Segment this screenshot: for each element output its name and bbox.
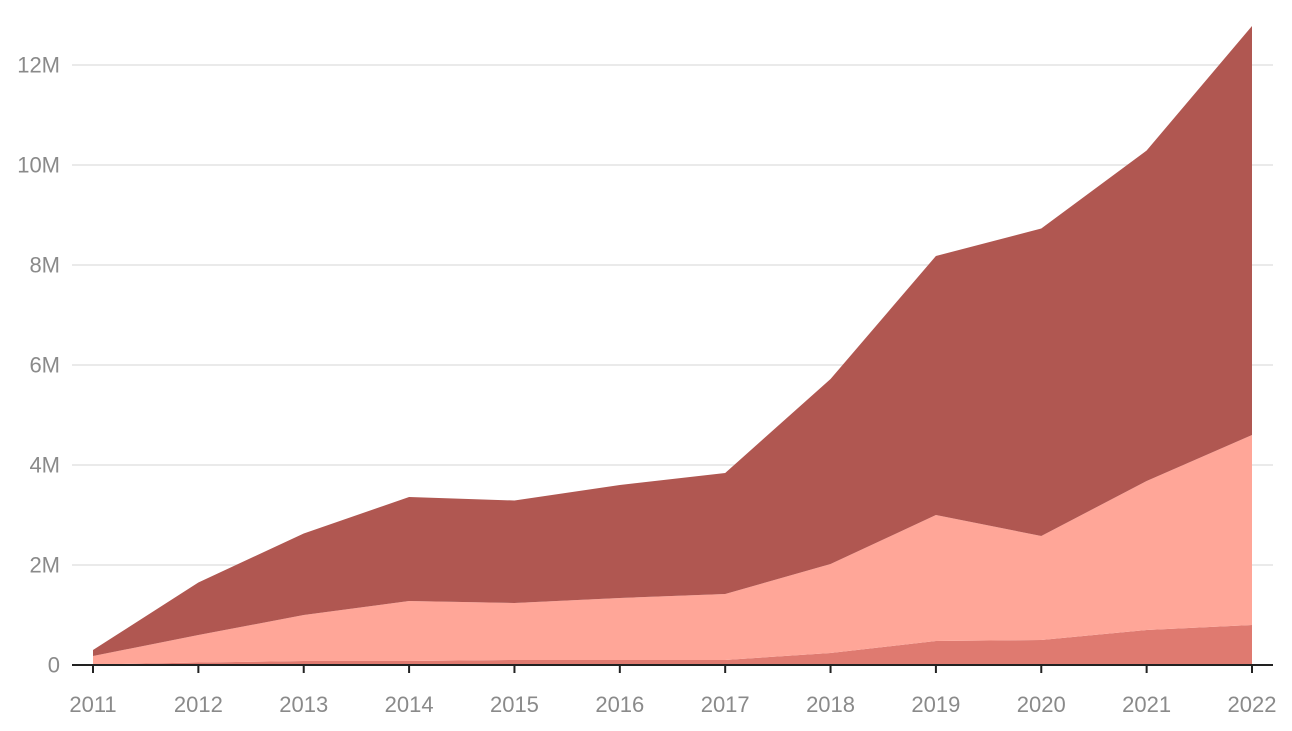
x-tick-label: 2016 [595, 692, 644, 717]
area-series-1 [93, 625, 1252, 665]
y-tick-label: 0 [48, 653, 60, 678]
x-tick-label: 2013 [279, 692, 328, 717]
x-tick-label: 2011 [69, 692, 116, 717]
x-tick-label: 2020 [1017, 692, 1066, 717]
y-tick-label: 12M [17, 53, 60, 78]
area-series [93, 26, 1252, 665]
x-tick-label: 2018 [806, 692, 855, 717]
x-tick-label: 2019 [911, 692, 960, 717]
x-tick-label: 2017 [701, 692, 750, 717]
y-tick-label: 6M [29, 353, 60, 378]
area-series-3 [93, 26, 1252, 656]
x-tick-label: 2012 [174, 692, 223, 717]
x-tick-label: 2022 [1228, 692, 1277, 717]
y-tick-label: 2M [29, 553, 60, 578]
x-tick-label: 2021 [1122, 692, 1171, 717]
y-tick-label: 8M [29, 253, 60, 278]
x-tick-label: 2015 [490, 692, 539, 717]
y-tick-label: 10M [17, 153, 60, 178]
x-tick-label: 2014 [385, 692, 434, 717]
y-tick-label: 4M [29, 453, 60, 478]
x-axis-ticks: 2011 2012 2013 2014 2015 2016 2017 2018 2019 2020… [69, 665, 1276, 717]
y-axis-ticks: 0 2M 4M 6M 8M 10M 12M [17, 53, 60, 678]
area-series-2 [93, 435, 1252, 665]
